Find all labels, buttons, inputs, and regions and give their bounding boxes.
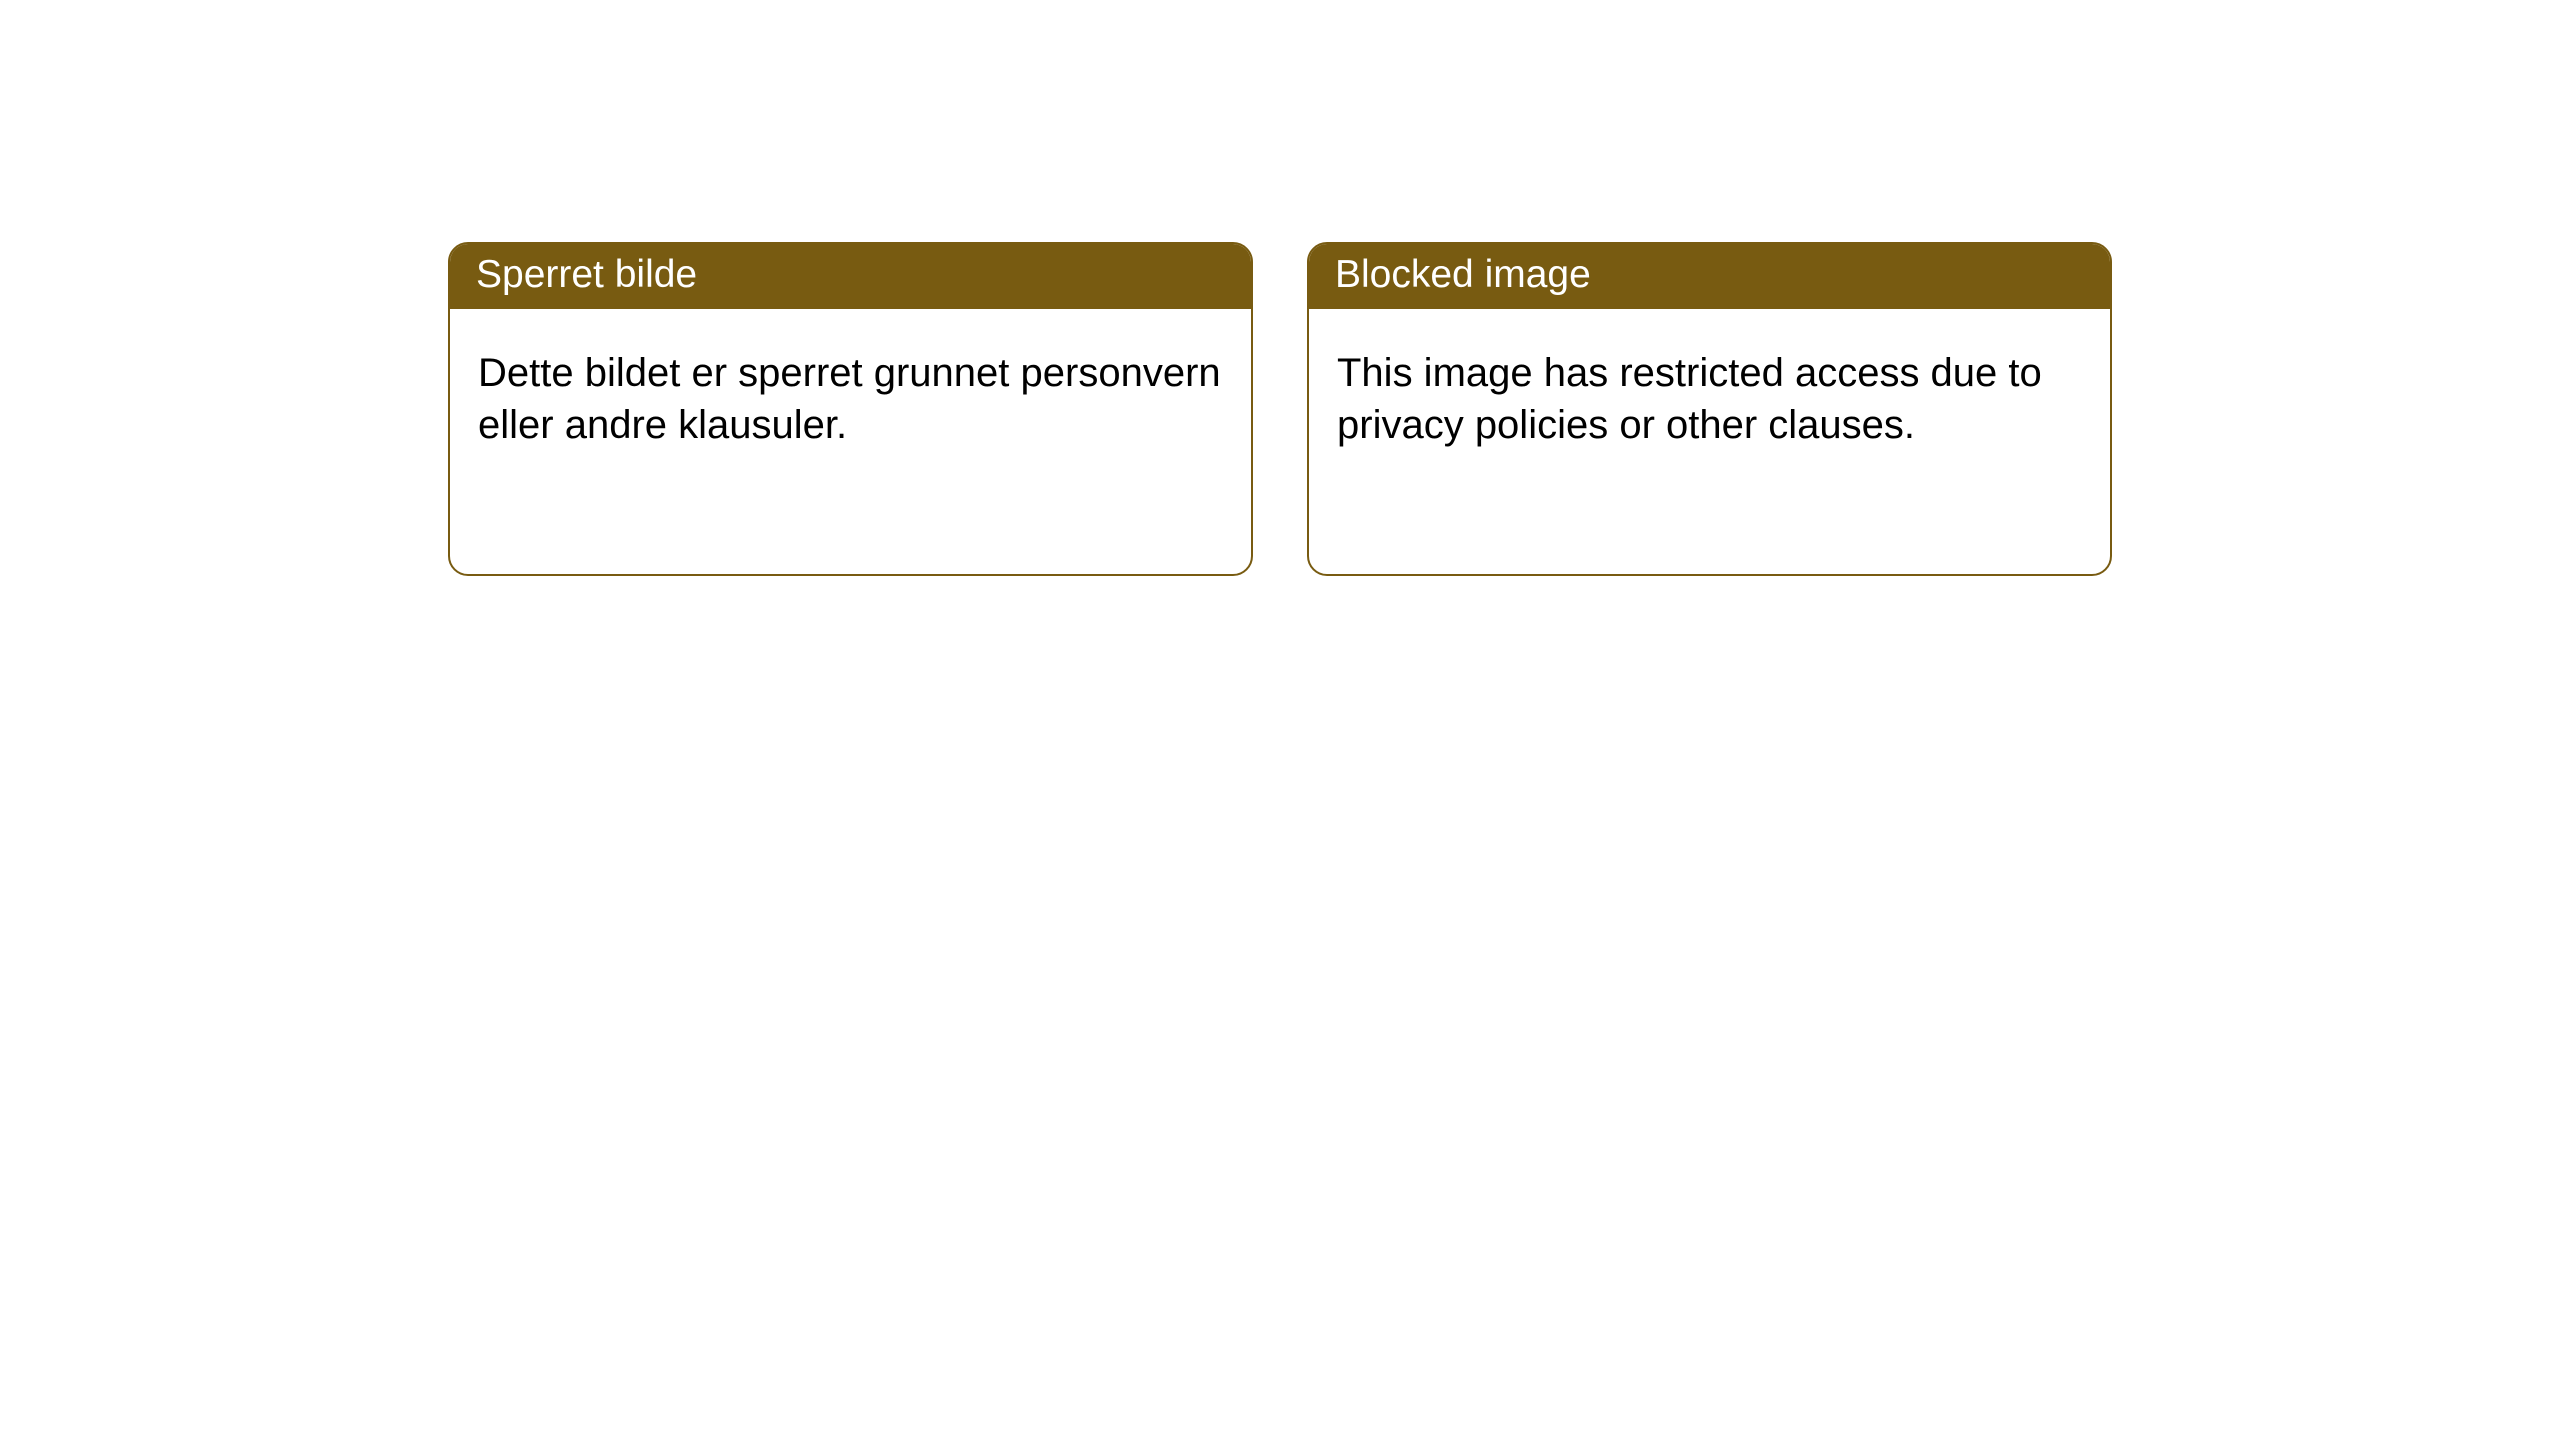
card-header: Sperret bilde — [450, 244, 1251, 309]
notice-card-english: Blocked image This image has restricted … — [1307, 242, 2112, 576]
card-title: Blocked image — [1335, 253, 1591, 296]
notice-card-norwegian: Sperret bilde Dette bildet er sperret gr… — [448, 242, 1253, 576]
card-body: This image has restricted access due to … — [1309, 309, 2110, 479]
card-message: Dette bildet er sperret grunnet personve… — [478, 351, 1221, 447]
notice-container: Sperret bilde Dette bildet er sperret gr… — [0, 0, 2560, 576]
card-title: Sperret bilde — [476, 253, 697, 296]
card-body: Dette bildet er sperret grunnet personve… — [450, 309, 1251, 479]
card-header: Blocked image — [1309, 244, 2110, 309]
card-message: This image has restricted access due to … — [1337, 351, 2042, 447]
